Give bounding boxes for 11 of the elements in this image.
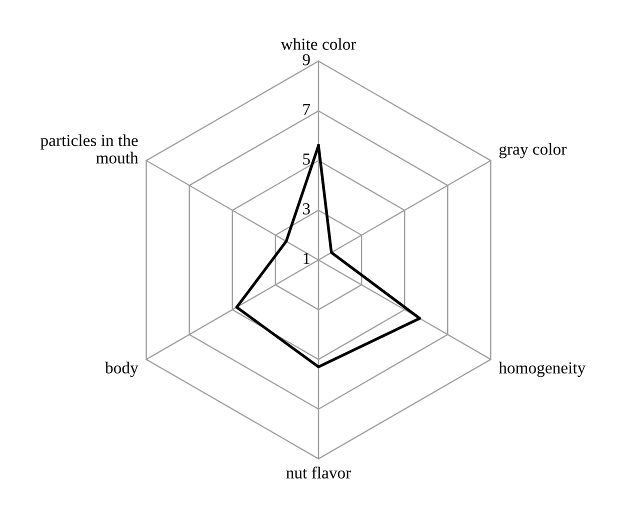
spoke-label: nut flavor: [286, 466, 351, 478]
y-tick-label: 1: [304, 252, 310, 264]
y-tick-label: 7: [303, 104, 310, 115]
spoke-label: homogeneity: [498, 362, 586, 377]
spoke-label: gray color: [499, 143, 567, 158]
y-tick-label: 3: [303, 203, 310, 214]
y-tick-label: 9: [302, 54, 310, 66]
spoke-label: body: [105, 362, 138, 377]
y-tick-label: 5: [303, 154, 310, 165]
spoke-label: white color: [280, 38, 356, 50]
spoke-label: particles in the mouth: [40, 134, 138, 164]
